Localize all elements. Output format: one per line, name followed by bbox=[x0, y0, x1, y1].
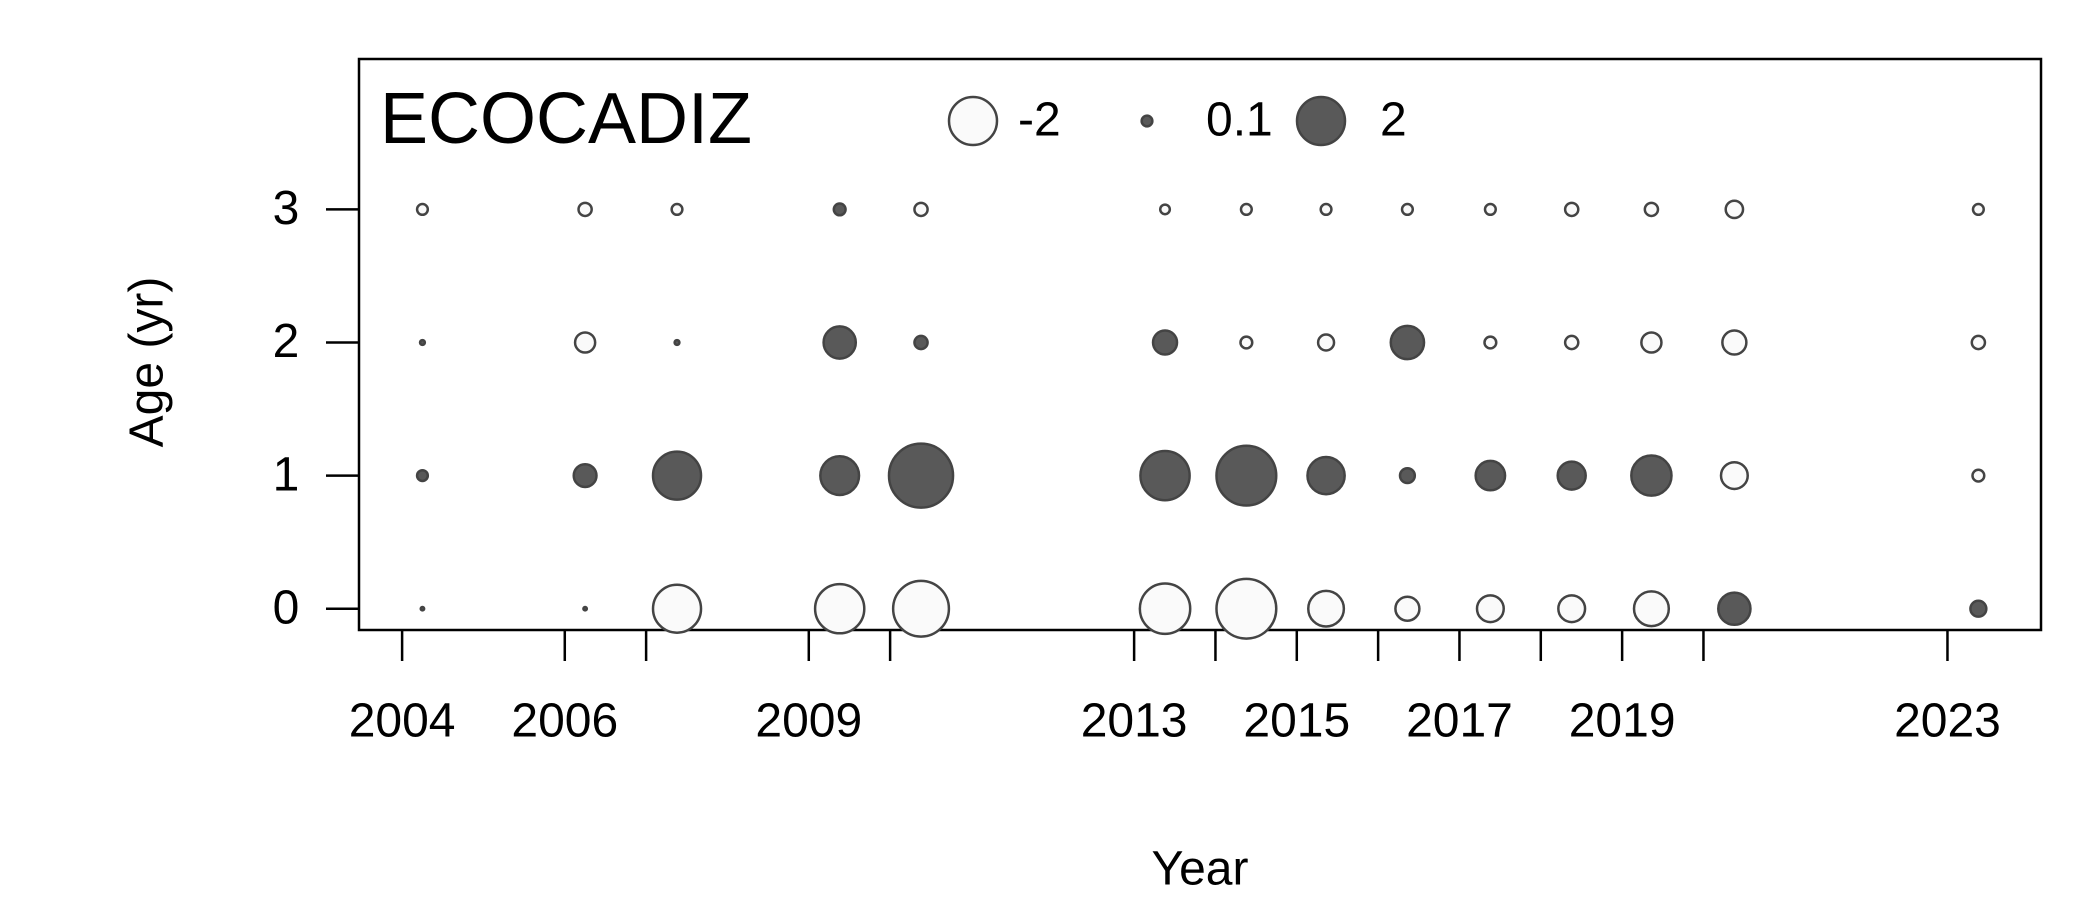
bubble bbox=[1319, 202, 1333, 217]
bubble bbox=[1394, 595, 1421, 622]
bubble bbox=[1724, 199, 1745, 220]
bubble bbox=[1719, 460, 1749, 491]
bubble bbox=[1563, 334, 1580, 351]
x-tick-label: 2013 bbox=[1081, 695, 1188, 748]
bubble bbox=[1389, 324, 1426, 361]
bubble bbox=[573, 331, 597, 354]
legend-label: 2 bbox=[1380, 94, 1407, 147]
bubble bbox=[1630, 454, 1673, 497]
bubble bbox=[1969, 599, 1988, 618]
bubble bbox=[1400, 202, 1415, 217]
y-tick-label: 2 bbox=[273, 315, 300, 368]
bubble bbox=[418, 338, 427, 347]
y-axis-label: Age (yr) bbox=[121, 277, 174, 448]
bubble bbox=[415, 202, 430, 217]
bubble bbox=[1721, 329, 1748, 356]
x-tick-label: 2004 bbox=[349, 695, 456, 748]
bubble bbox=[1239, 335, 1254, 350]
bubble bbox=[1138, 582, 1192, 636]
bubble bbox=[891, 579, 951, 638]
x-tick-label: 2019 bbox=[1569, 695, 1676, 748]
bubble bbox=[651, 583, 703, 634]
bubble bbox=[1563, 201, 1580, 218]
bubble bbox=[1475, 594, 1505, 624]
bubble bbox=[582, 605, 589, 612]
bubble bbox=[1398, 466, 1417, 485]
bubble bbox=[1483, 202, 1497, 217]
bubble bbox=[1483, 335, 1498, 350]
bubble bbox=[913, 201, 929, 218]
bubble bbox=[1632, 590, 1671, 628]
bubble bbox=[415, 468, 430, 483]
bubble bbox=[1971, 202, 1985, 217]
bubble bbox=[1139, 449, 1191, 502]
bubble bbox=[577, 201, 593, 218]
bubble bbox=[1717, 591, 1752, 627]
bubble bbox=[832, 202, 847, 217]
bubble bbox=[1307, 589, 1346, 628]
x-tick-label: 2023 bbox=[1894, 695, 2001, 748]
x-tick-label: 2017 bbox=[1406, 695, 1513, 748]
bubble bbox=[1215, 577, 1278, 640]
legend-bubble bbox=[947, 95, 999, 147]
legend-label: -2 bbox=[1018, 94, 1061, 147]
bubble bbox=[819, 455, 861, 497]
bubble bbox=[419, 605, 426, 612]
legend-label: 0.1 bbox=[1206, 94, 1273, 147]
y-tick-label: 1 bbox=[273, 448, 300, 501]
bubble bbox=[1316, 333, 1336, 352]
bubble bbox=[572, 462, 598, 489]
legend-bubble bbox=[1295, 95, 1347, 147]
x-tick-label: 2009 bbox=[755, 695, 862, 748]
bubble bbox=[913, 334, 929, 351]
bubble bbox=[1971, 468, 1986, 483]
legend-bubble bbox=[1140, 114, 1154, 128]
bubble bbox=[1556, 460, 1587, 491]
bubble bbox=[651, 450, 703, 501]
bubble bbox=[1306, 455, 1346, 496]
bubble bbox=[1239, 202, 1253, 217]
plot-frame bbox=[357, 57, 2043, 632]
x-axis-label: Year bbox=[1152, 843, 1249, 896]
y-tick-label: 3 bbox=[273, 182, 300, 235]
bubble bbox=[822, 325, 858, 360]
bubble bbox=[1158, 203, 1172, 216]
bubble bbox=[1474, 459, 1507, 492]
y-tick-label: 0 bbox=[273, 581, 300, 634]
x-tick-label: 2015 bbox=[1243, 695, 1350, 748]
bubble bbox=[887, 442, 955, 509]
chart-title: ECOCADIZ bbox=[380, 79, 752, 159]
bubble bbox=[1215, 444, 1278, 507]
bubble bbox=[1640, 331, 1663, 354]
bubble bbox=[1643, 201, 1660, 218]
bubble bbox=[673, 338, 681, 347]
bubble bbox=[1970, 334, 1987, 351]
bubble bbox=[813, 582, 866, 635]
bubble bbox=[1557, 594, 1587, 624]
x-tick-label: 2006 bbox=[511, 695, 618, 748]
bubble bbox=[1151, 329, 1179, 356]
bubble bbox=[670, 202, 684, 217]
